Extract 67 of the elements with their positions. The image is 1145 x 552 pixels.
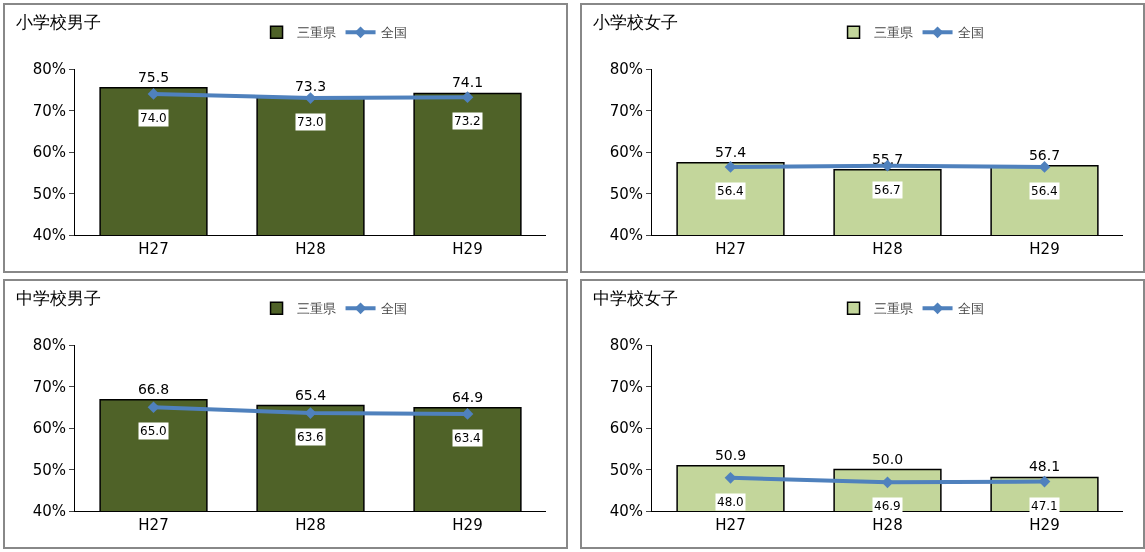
x-tick-label: H27 (715, 516, 746, 534)
data-label: 56.4 (1031, 184, 1058, 198)
data-label: 75.5 (137, 68, 170, 85)
data-label: 56.4 (717, 184, 744, 198)
data-label: 65.4 (294, 386, 327, 403)
data-label: 50.0 (871, 450, 904, 467)
data-label: 56.7 (1028, 146, 1061, 163)
y-tick-label: 50% (32, 184, 66, 203)
legend-label: 全国 (957, 301, 984, 317)
data-label: 46.9 (874, 499, 901, 513)
data-label: 73.2 (454, 114, 481, 128)
data-label: 50.9 (714, 446, 747, 463)
y-tick-label: 80% (609, 336, 643, 355)
x-tick-label: H27 (138, 516, 169, 534)
x-tick-label: H28 (295, 516, 326, 534)
y-tick-label: 70% (32, 101, 66, 120)
data-label: 65.0 (140, 424, 167, 438)
y-tick-label: 80% (32, 60, 66, 79)
y-tick-label: 60% (32, 419, 66, 438)
legend-label: 三重県 (296, 301, 336, 317)
y-tick-label: 40% (32, 226, 66, 245)
y-tick-label: 70% (32, 377, 66, 396)
data-label: 74.1 (451, 74, 484, 91)
data-label: 66.8 (137, 380, 170, 397)
legend-label: 全国 (380, 25, 407, 41)
y-tick-label: 60% (32, 143, 66, 162)
x-tick-label: H29 (1029, 516, 1060, 534)
data-label: 48.1 (1028, 458, 1061, 475)
y-tick-label: 70% (609, 377, 643, 396)
y-tick-label: 50% (609, 184, 643, 203)
legend-label: 三重県 (873, 301, 913, 317)
data-label: 74.0 (140, 111, 167, 125)
chart-title: 中学校女子 (593, 287, 679, 308)
y-tick-label: 60% (609, 143, 643, 162)
x-tick-label: H29 (452, 516, 483, 534)
x-tick-label: H28 (872, 516, 903, 534)
y-tick-label: 60% (609, 419, 643, 438)
data-label: 63.6 (297, 430, 324, 444)
x-tick-label: H29 (452, 240, 483, 258)
chart-title: 小学校女子 (593, 11, 679, 32)
y-tick-label: 50% (32, 460, 66, 479)
legend-label: 三重県 (873, 25, 913, 41)
y-tick-label: 40% (609, 502, 643, 521)
x-tick-label: H28 (295, 240, 326, 258)
y-tick-label: 80% (609, 60, 643, 79)
data-label: 56.7 (874, 183, 901, 197)
chart-title: 中学校男子 (16, 287, 102, 308)
x-tick-label: H27 (715, 240, 746, 258)
data-label: 73.3 (294, 77, 327, 94)
y-tick-label: 40% (32, 502, 66, 521)
y-tick-label: 80% (32, 336, 66, 355)
data-label: 48.0 (717, 495, 744, 509)
legend-label: 全国 (380, 301, 407, 317)
y-tick-label: 70% (609, 101, 643, 120)
data-label: 73.0 (297, 115, 324, 129)
legend-label: 全国 (957, 25, 984, 41)
y-tick-label: 50% (609, 460, 643, 479)
data-label: 64.9 (451, 388, 484, 405)
x-tick-label: H28 (872, 240, 903, 258)
chart-title: 小学校男子 (16, 11, 102, 32)
data-label: 57.4 (714, 143, 747, 160)
x-tick-label: H27 (138, 240, 169, 258)
data-label: 63.4 (454, 431, 481, 445)
y-tick-label: 40% (609, 226, 643, 245)
x-tick-label: H29 (1029, 240, 1060, 258)
legend-label: 三重県 (296, 25, 336, 41)
data-label: 47.1 (1031, 499, 1058, 513)
